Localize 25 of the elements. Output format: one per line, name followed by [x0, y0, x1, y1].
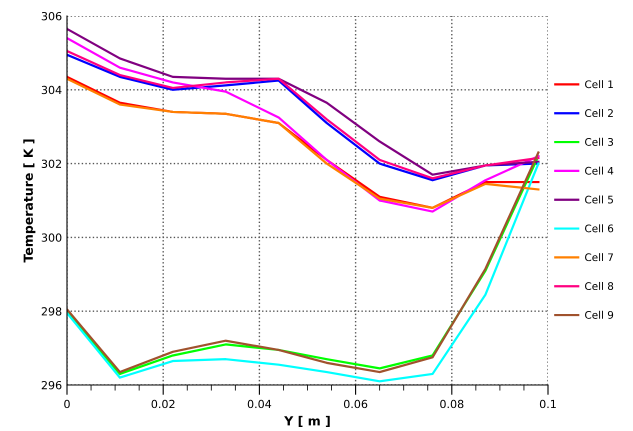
y-tick-label: 306	[42, 12, 62, 20]
x-tick-label: 0.02	[152, 400, 174, 408]
x-tick-label: 0.06	[344, 400, 368, 408]
line-series	[67, 37, 540, 213]
legend-label: Cell 4	[585, 166, 614, 175]
legend-label: Cell 5	[585, 195, 613, 204]
x-tick-label: 0.04	[248, 400, 272, 408]
y-tick-label: 296	[42, 380, 62, 390]
legend-label: Cell 8	[585, 282, 614, 290]
legend-label: Cell 1	[585, 80, 613, 88]
legend-label: Cell 9	[585, 310, 614, 319]
legend-label: Cell 3	[585, 138, 614, 146]
y-tick-label: 302	[42, 160, 62, 168]
x-tick-label: 0	[64, 400, 70, 408]
legend-label: Cell 6	[585, 224, 614, 232]
x-tick-label: 0.1	[540, 400, 556, 408]
y-tick-label: 300	[42, 233, 62, 242]
x-axis-title: Y [ m ]	[284, 416, 330, 428]
legend-label: Cell 2	[585, 108, 613, 118]
legend-label: Cell 7	[585, 253, 613, 262]
y-tick-label: 304	[42, 86, 62, 94]
x-tick-label: 0.08	[440, 400, 464, 408]
line-series	[67, 28, 540, 176]
y-axis-title: Temperature [ K ]	[23, 140, 36, 262]
y-tick-label: 298	[42, 307, 62, 316]
